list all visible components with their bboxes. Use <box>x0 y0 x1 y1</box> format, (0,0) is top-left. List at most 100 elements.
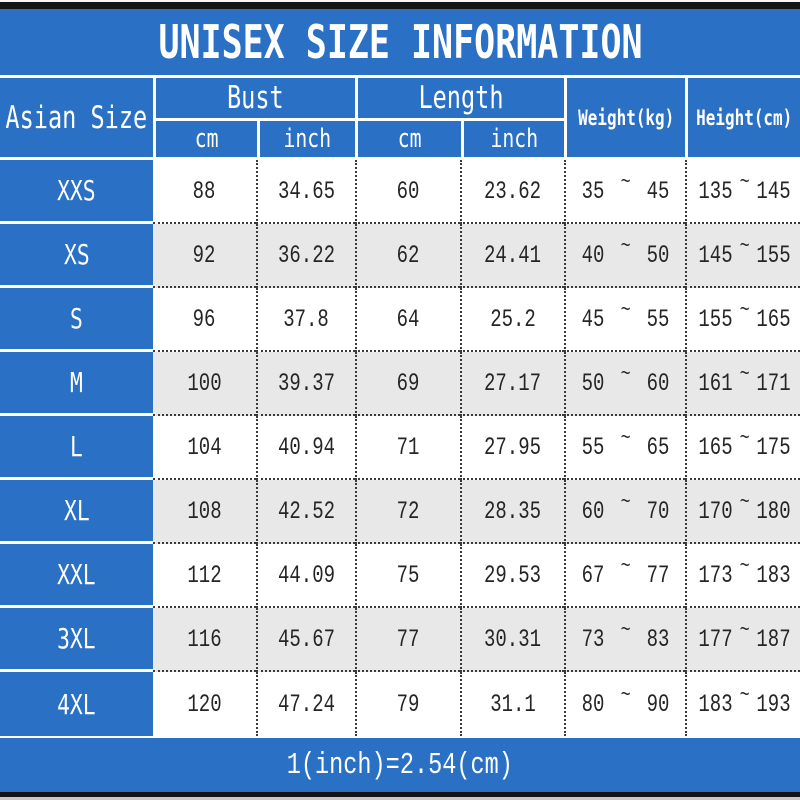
bust-cm-cell: 88 <box>153 160 256 224</box>
weight-max-value: 55 <box>646 304 670 334</box>
weight-range-cell: 50 ~ 60 <box>564 352 685 416</box>
cm-label: cm <box>397 124 422 154</box>
bust-inch-value: 47.24 <box>277 689 335 719</box>
table-row: 4XL 120 47.24 79 31.1 80 ~ 90 <box>0 672 800 736</box>
length-cm-cell: 62 <box>355 224 460 288</box>
bust-cm-value: 116 <box>187 624 222 654</box>
top-black-bar <box>0 2 800 9</box>
bust-cm-cell: 120 <box>153 672 256 736</box>
tilde-symbol: ~ <box>620 682 631 708</box>
length-inch-value: 30.31 <box>484 624 542 654</box>
length-inch-cell: 31.1 <box>460 672 564 736</box>
chart-title: UNISEX SIZE INFORMATION <box>157 15 643 69</box>
bust-inch-cell: 45.67 <box>256 608 355 672</box>
length-cm-cell: 71 <box>355 416 460 480</box>
length-cm-value: 72 <box>397 496 420 526</box>
bust-inch-cell: 44.09 <box>256 544 355 608</box>
col-group-length: Length cm inch <box>355 78 564 157</box>
bust-inch-cell: 42.52 <box>256 480 355 544</box>
col-header-length: Length <box>358 78 564 118</box>
bust-cm-cell: 100 <box>153 352 256 416</box>
length-inch-value: 27.95 <box>484 432 542 462</box>
bust-inch-value: 37.8 <box>283 304 330 334</box>
height-min-value: 173 <box>698 560 733 590</box>
length-inch-value: 29.53 <box>484 560 542 590</box>
weight-max-value: 77 <box>646 560 670 590</box>
bust-cm-cell: 96 <box>153 288 256 352</box>
length-inch-cell: 30.31 <box>460 608 564 672</box>
size-value: L <box>70 430 83 463</box>
conversion-note: 1(inch)=2.54(cm) <box>286 747 514 783</box>
size-cell: 4XL <box>0 672 153 736</box>
weight-max-value: 50 <box>646 240 670 270</box>
weight-min-value: 35 <box>581 176 605 206</box>
length-cm-value: 75 <box>397 560 420 590</box>
height-range-cell: 161 ~ 171 <box>685 352 800 416</box>
length-inch-value: 28.35 <box>484 496 542 526</box>
col-header-length-cm: cm <box>358 121 461 157</box>
length-cm-cell: 60 <box>355 160 460 224</box>
tilde-symbol: ~ <box>620 297 631 323</box>
length-cm-cell: 77 <box>355 608 460 672</box>
weight-range-cell: 45 ~ 55 <box>564 288 685 352</box>
height-label: Height(cm) <box>695 105 793 130</box>
length-inch-value: 24.41 <box>484 240 542 270</box>
weight-min-value: 50 <box>581 368 605 398</box>
bust-inch-value: 44.09 <box>277 560 335 590</box>
height-range-cell: 183 ~ 193 <box>685 672 800 736</box>
inch-label: inch <box>490 124 539 154</box>
weight-min-value: 45 <box>581 304 605 334</box>
bust-cm-value: 104 <box>187 432 222 462</box>
height-min-value: 165 <box>698 432 733 462</box>
weight-label: Weight(kg) <box>577 105 675 130</box>
bust-cm-cell: 104 <box>153 416 256 480</box>
bust-inch-cell: 36.22 <box>256 224 355 288</box>
height-range-cell: 145 ~ 155 <box>685 224 800 288</box>
table-row: XS 92 36.22 62 24.41 40 ~ 50 <box>0 224 800 288</box>
height-max-value: 180 <box>756 496 791 526</box>
height-min-value: 183 <box>698 689 733 719</box>
length-inch-cell: 25.2 <box>460 288 564 352</box>
height-max-value: 183 <box>756 560 791 590</box>
col-header-height: Height(cm) <box>685 78 800 157</box>
bust-cm-value: 108 <box>187 496 222 526</box>
weight-min-value: 73 <box>581 624 605 654</box>
height-min-value: 155 <box>698 304 733 334</box>
length-inch-cell: 28.35 <box>460 480 564 544</box>
tilde-symbol: ~ <box>620 361 631 387</box>
weight-min-value: 40 <box>581 240 605 270</box>
col-header-asian-size: Asian Size <box>0 78 153 157</box>
length-label: Length <box>418 80 504 116</box>
size-value: S <box>70 302 83 335</box>
length-inch-cell: 23.62 <box>460 160 564 224</box>
tilde-symbol: ~ <box>739 682 750 708</box>
weight-max-value: 90 <box>646 689 670 719</box>
length-cm-cell: 69 <box>355 352 460 416</box>
height-max-value: 187 <box>756 624 791 654</box>
size-value: M <box>70 366 83 399</box>
bust-inch-value: 34.65 <box>277 176 335 206</box>
bust-inch-value: 45.67 <box>277 624 335 654</box>
height-range-cell: 177 ~ 187 <box>685 608 800 672</box>
length-cm-value: 64 <box>397 304 420 334</box>
bust-cm-cell: 92 <box>153 224 256 288</box>
table-row: XL 108 42.52 72 28.35 60 ~ 70 <box>0 480 800 544</box>
bust-inch-cell: 37.8 <box>256 288 355 352</box>
conversion-note-band: 1(inch)=2.54(cm) <box>0 736 800 792</box>
bust-cm-cell: 108 <box>153 480 256 544</box>
weight-min-value: 67 <box>581 560 605 590</box>
height-range-cell: 165 ~ 175 <box>685 416 800 480</box>
bottom-black-bar <box>0 792 800 797</box>
length-cm-cell: 64 <box>355 288 460 352</box>
height-range-cell: 155 ~ 165 <box>685 288 800 352</box>
weight-range-cell: 60 ~ 70 <box>564 480 685 544</box>
bust-cm-value: 112 <box>187 560 222 590</box>
weight-max-value: 65 <box>646 432 670 462</box>
weight-min-value: 60 <box>581 496 605 526</box>
bust-cm-cell: 112 <box>153 544 256 608</box>
length-cm-cell: 79 <box>355 672 460 736</box>
tilde-symbol: ~ <box>620 233 631 259</box>
bust-inch-cell: 47.24 <box>256 672 355 736</box>
col-header-length-inch: inch <box>461 121 564 157</box>
